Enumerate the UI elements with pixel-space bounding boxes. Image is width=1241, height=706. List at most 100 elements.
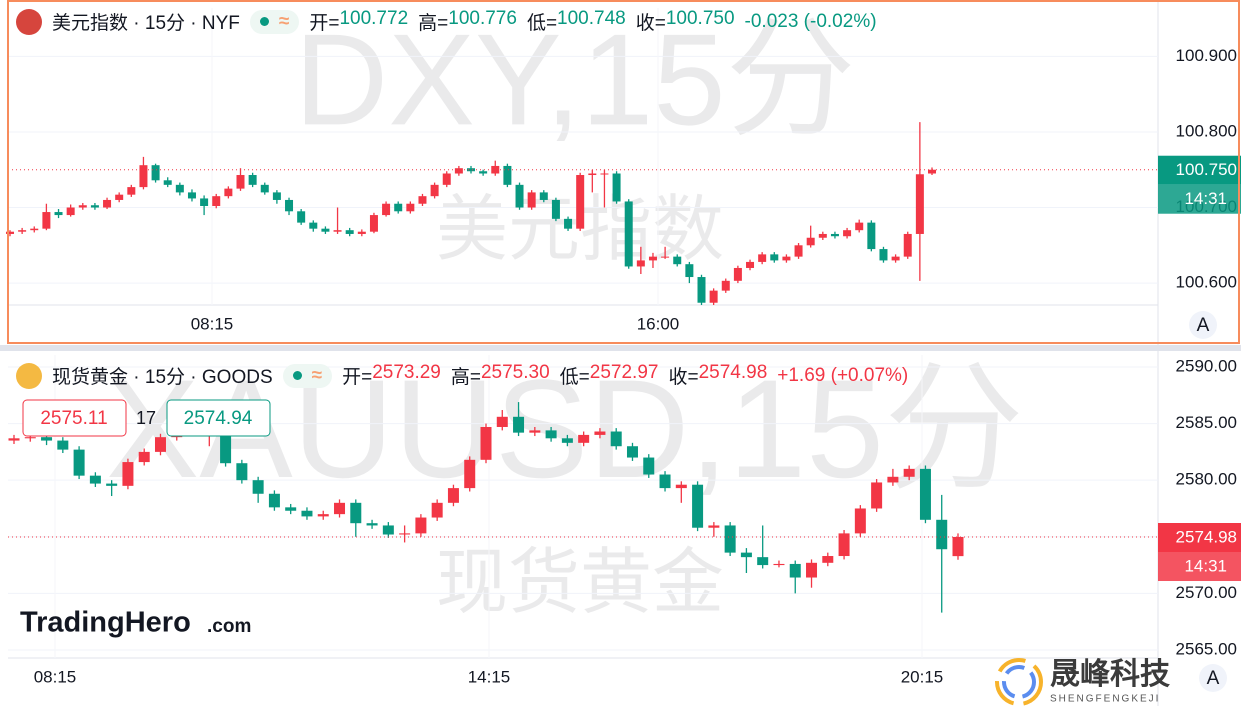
legend-item: 收= 100.750: [636, 8, 735, 35]
candle-body: [115, 194, 124, 200]
candle-body: [54, 212, 63, 216]
candle-body: [139, 165, 148, 188]
legend-label: 收=: [668, 367, 699, 388]
candle-body: [626, 446, 638, 458]
symbol-icon: [16, 362, 42, 389]
candle-body: [610, 431, 622, 447]
candle-body: [685, 264, 694, 278]
x-tick-label: 20:15: [901, 667, 944, 686]
legend-header: 现货黄金 · 15分 · GOODS ≈ 开= 2573.29 高= 2575.30 低= 2…: [16, 362, 908, 389]
panel-separator: [0, 345, 1241, 351]
candle-body: [6, 231, 14, 234]
auto-scale-label[interactable]: A: [1197, 315, 1210, 336]
partner-icon: [995, 658, 1043, 706]
candle-body: [301, 510, 313, 517]
legend-label: 低=: [526, 13, 558, 34]
candle-body: [260, 184, 269, 193]
status-wave: ≈: [311, 364, 323, 386]
ask-box[interactable]: [166, 399, 271, 437]
candle-body: [855, 222, 864, 231]
x-tick-label: 16:00: [637, 314, 680, 333]
candle-body: [317, 514, 329, 517]
brand-logo: TradingHero: [20, 607, 191, 639]
bid-price[interactable]: 2575.11: [40, 408, 107, 429]
y-tick-label: 2590.00: [1176, 356, 1237, 375]
candle-body: [78, 205, 87, 208]
candle-body: [73, 449, 85, 476]
last-price-box: [1158, 155, 1241, 185]
ask-price[interactable]: 2574.94: [184, 408, 253, 429]
candles: [6, 122, 964, 613]
status-wave: ≈: [278, 10, 290, 32]
watermark-sub: 现货黄金: [436, 543, 724, 623]
candle-body: [8, 438, 20, 441]
legend-value: 2572.97: [589, 362, 659, 383]
legend-label: 开=: [342, 367, 373, 388]
candle-body: [350, 502, 362, 524]
candle-body: [612, 173, 621, 202]
candle-body: [369, 215, 378, 232]
auto-scale-button[interactable]: [1199, 664, 1227, 692]
candle-body: [333, 230, 342, 232]
candle-body: [285, 199, 294, 212]
candle-body: [919, 468, 931, 520]
candle-body: [151, 165, 160, 181]
candle-body: [175, 184, 184, 193]
candle-body: [527, 192, 536, 208]
candle-body: [357, 231, 366, 234]
active-panel-border: [7, 0, 1240, 344]
candle-body: [334, 502, 346, 515]
legend-header: 美元指数 · 15分 · NYF ≈ 开= 100.772 高= 100.776 低= 100…: [16, 8, 877, 35]
legend-value: 2574.98: [698, 362, 768, 383]
partner-sub: SHENGFENGKEJI: [1050, 694, 1160, 705]
countdown-box: [1158, 552, 1241, 582]
candle-body: [936, 519, 948, 550]
candle-body: [106, 483, 118, 486]
candle-body: [867, 222, 876, 250]
status-dot: [292, 371, 302, 380]
candle-body: [442, 173, 451, 185]
candle-body: [248, 175, 257, 185]
candle-body: [564, 218, 573, 229]
auto-scale-button[interactable]: [1189, 311, 1217, 339]
candle-body: [600, 173, 609, 175]
candle-body: [212, 196, 221, 206]
x-tick-label: 08:15: [191, 314, 234, 333]
candle-body: [648, 256, 657, 261]
candle-body: [708, 525, 720, 528]
candle-body: [806, 562, 818, 578]
candle-body: [773, 563, 785, 566]
symbol-icon: [16, 8, 42, 35]
candle-body: [643, 457, 655, 475]
symbol-title: 美元指数 · 15分 · NYF: [52, 13, 240, 34]
legend-item: 开= 100.772: [309, 8, 408, 35]
spread: 17: [136, 408, 156, 428]
legend-label: 高=: [450, 367, 481, 388]
partner-icon: [1002, 665, 1036, 699]
candle-body: [66, 207, 75, 216]
candle-body: [272, 192, 281, 200]
candle-body: [588, 173, 597, 176]
candle-body: [479, 171, 488, 174]
candle-body: [503, 165, 512, 185]
candle-body: [928, 169, 936, 174]
legend-label: 开=: [309, 13, 340, 34]
candle-body: [382, 525, 394, 535]
candle-body: [127, 187, 136, 195]
candle-body: [42, 212, 51, 229]
legend-value: 2575.30: [480, 362, 550, 383]
candle-body: [418, 196, 427, 204]
candle-body: [624, 201, 633, 267]
candle-body: [891, 256, 900, 261]
candle-body: [576, 175, 585, 229]
y-tick-label: 2585.00: [1176, 413, 1237, 432]
candle-body: [297, 211, 306, 223]
candle-body: [496, 416, 508, 427]
bid-box[interactable]: [22, 399, 127, 437]
candle-body: [709, 290, 718, 303]
auto-scale-label[interactable]: A: [1207, 668, 1220, 689]
candle-body: [464, 459, 476, 489]
legend-item: 高= 100.776: [418, 8, 517, 35]
